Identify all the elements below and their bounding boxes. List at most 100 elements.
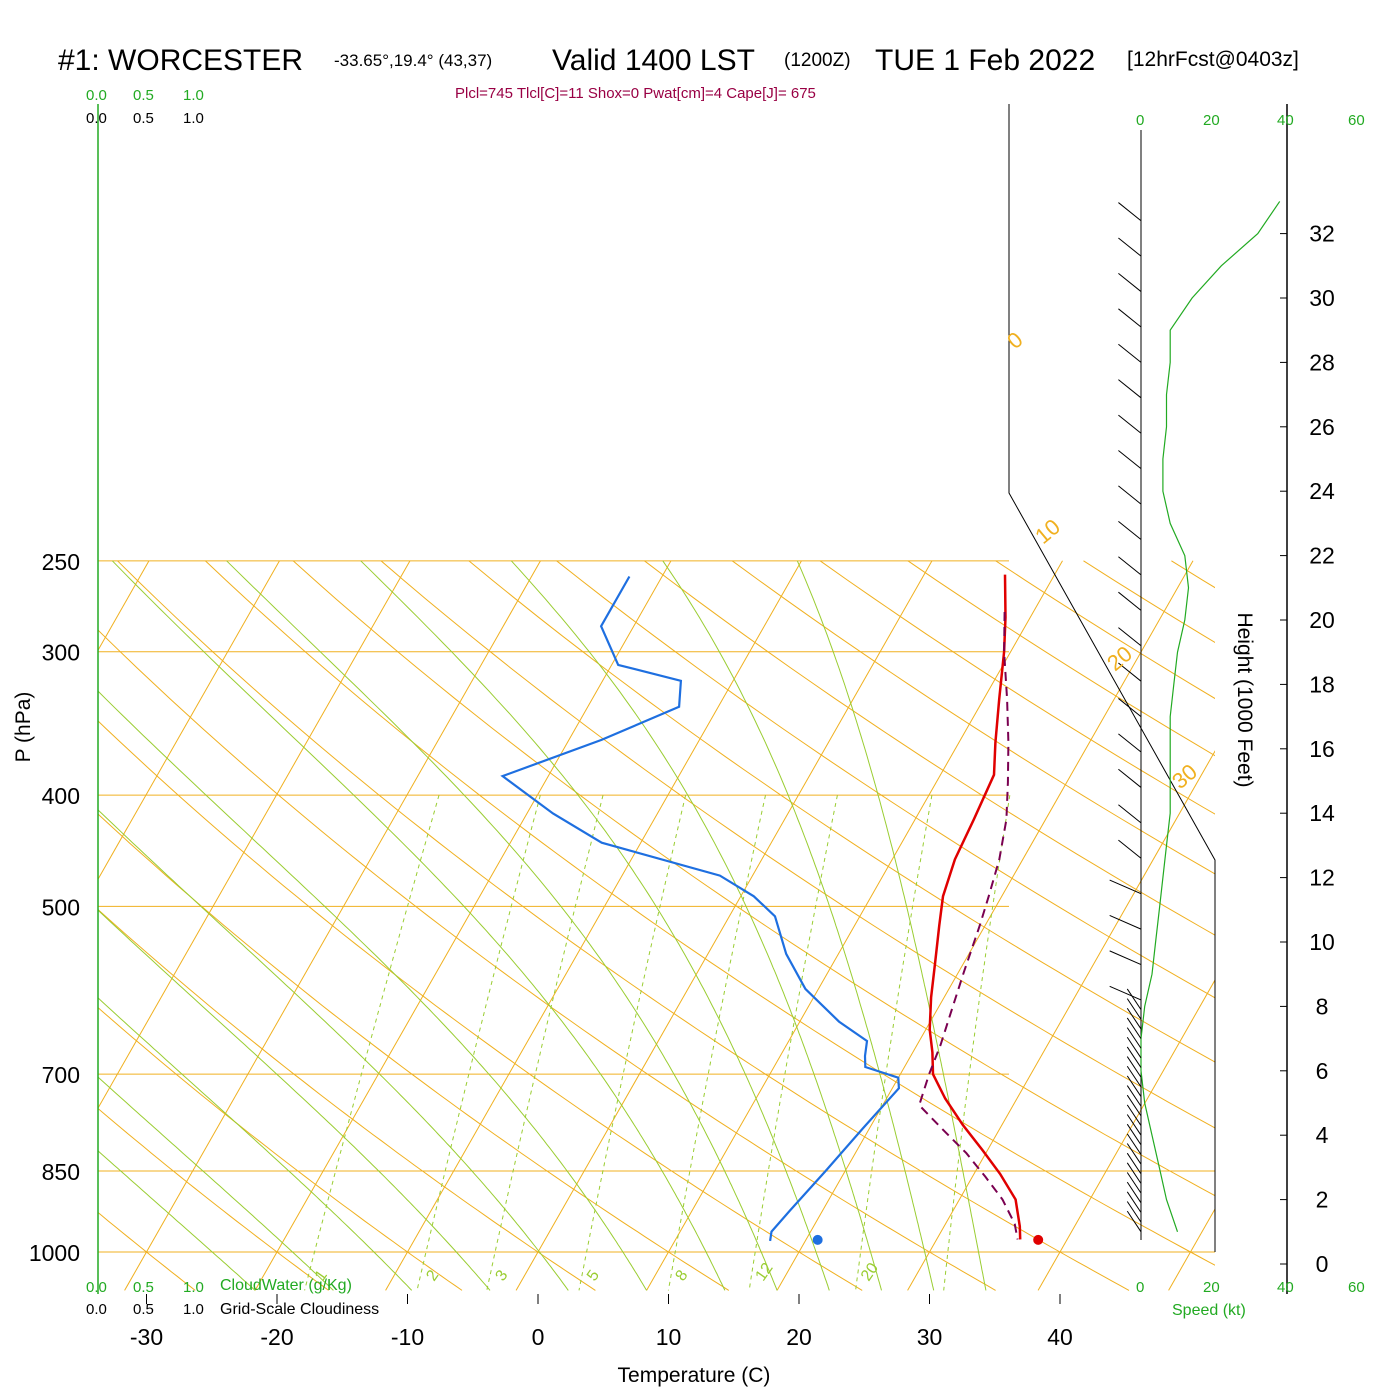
wind-barb — [1118, 698, 1142, 717]
temperature-tick-label: 20 — [786, 1324, 812, 1350]
speed-tick-bottom-2: 40 — [1277, 1279, 1294, 1296]
wind-barb — [1118, 627, 1142, 647]
mixing-ratio-line — [304, 795, 440, 1291]
cloudiness-label: Grid-Scale Cloudiness — [220, 1301, 379, 1318]
height-tick-label: 30 — [1309, 285, 1335, 311]
top-scale-black: 0.0 0.5 1.0 — [86, 110, 204, 127]
top-scale-green: 0.0 0.5 1.0 — [86, 87, 204, 104]
bottom-green-tick-2: 1.0 — [183, 1279, 204, 1296]
dry-adiabat-line — [556, 560, 1215, 999]
sounding-indices: Plcl=745 Tlcl[C]=11 Shox=0 Pwat[cm]=4 Ca… — [455, 85, 816, 102]
moist-adiabat-line — [98, 909, 491, 1291]
moist-adiabat-line — [662, 560, 935, 1291]
dry-adiabat-line — [1347, 561, 1400, 1291]
thermo-lines — [98, 560, 1400, 1291]
isotherm-line — [1168, 1207, 1215, 1291]
mixing-ratio-label: 3 — [492, 1267, 511, 1284]
bottom-black-tick-2: 1.0 — [183, 1301, 204, 1318]
moist-adiabat-line — [98, 809, 569, 1291]
parcel-profile-line — [918, 611, 1019, 1240]
dry-adiabat-line — [98, 629, 996, 1291]
moist-adiabat-line — [510, 560, 882, 1291]
wind-barb — [1126, 1191, 1142, 1213]
moist-adiabat-line — [98, 1076, 334, 1291]
wind-barb — [1126, 1036, 1142, 1059]
wind-barb — [1126, 1210, 1142, 1233]
moist-adiabat-line — [98, 1150, 256, 1291]
isotherm-line — [515, 560, 933, 1291]
dry-adiabat-line — [731, 560, 1215, 875]
wind-barb — [1126, 1143, 1142, 1165]
wind-barb — [1126, 1181, 1142, 1204]
height-tick-label: 4 — [1316, 1122, 1329, 1148]
dry-adiabat-line — [1171, 560, 1215, 589]
temperature-tick-label: 0 — [532, 1324, 545, 1350]
height-tick-label: 8 — [1316, 993, 1329, 1019]
isotherm-line — [385, 560, 802, 1291]
wind-barb — [1126, 1123, 1142, 1146]
wind-barb — [1118, 450, 1142, 470]
height-tick-label: 14 — [1309, 800, 1335, 826]
isotherm-line — [646, 560, 1063, 1291]
wind-barb — [1126, 1075, 1142, 1097]
moist-adiabat-line — [98, 997, 413, 1291]
speed-axis-label: Speed (kt) — [1172, 1302, 1246, 1319]
wind-barb — [1118, 591, 1142, 611]
dry-adiabat-line — [292, 560, 1215, 1197]
height-tick-label: 0 — [1316, 1251, 1329, 1277]
wind-barb — [1126, 1201, 1142, 1223]
station-coords: -33.65°,19.4° (43,37) — [334, 51, 492, 70]
top-black-tick-0: 0.0 — [86, 110, 107, 127]
moist-adiabat-line — [111, 560, 726, 1291]
top-black-tick-2: 1.0 — [183, 110, 204, 127]
mixing-ratio-line — [748, 795, 838, 1291]
wind-speed-line — [1140, 201, 1281, 1232]
speed-tick-top-2: 40 — [1277, 112, 1294, 129]
dry-adiabat-line — [644, 560, 1215, 936]
wind-barb — [1118, 414, 1142, 434]
valid-time: Valid 1400 LST — [552, 44, 755, 77]
dry-adiabat-line — [98, 1006, 463, 1291]
wind-barb — [1118, 520, 1142, 540]
mixing-ratio-label: 5 — [584, 1267, 603, 1284]
dry-adiabat-label: 10 — [1030, 514, 1065, 549]
height-tick-label: 22 — [1309, 543, 1335, 569]
wind-barb — [1118, 839, 1142, 859]
temperature-tick-label: 30 — [917, 1324, 943, 1350]
plot-right-boundary — [1008, 104, 1216, 1252]
speed-tick-top-3: 60 — [1348, 112, 1365, 129]
station-title: #1: WORCESTER — [58, 44, 303, 77]
dry-adiabat-line — [468, 560, 1215, 1063]
wind-barb — [1126, 1056, 1142, 1078]
wind-barb — [1118, 662, 1142, 682]
moist-adiabat-line — [226, 560, 778, 1291]
temperature-tick-label: -30 — [130, 1324, 163, 1350]
isotherm-line — [776, 560, 1194, 1291]
wind-panel: 0 20 40 60 0 20 40 60 Speed (kt) — [1109, 104, 1365, 1319]
pressure-tick-label: 700 — [42, 1062, 80, 1088]
forecast-run: [12hrFcst@0403z] — [1127, 48, 1299, 71]
speed-tick-bottom-3: 60 — [1348, 1279, 1365, 1296]
mixing-ratio-line — [943, 795, 1011, 1291]
surface-temperature-marker — [1033, 1234, 1044, 1245]
height-tick-label: 26 — [1309, 414, 1335, 440]
dry-adiabat-line — [98, 908, 596, 1291]
wind-barb — [1118, 485, 1142, 505]
dry-adiabat-line — [819, 560, 1215, 815]
speed-tick-top-1: 20 — [1203, 112, 1220, 129]
temperature-tick-label: -20 — [260, 1324, 293, 1350]
moist-adiabat-line — [796, 560, 987, 1291]
wind-barb — [1126, 1104, 1142, 1126]
wind-barb — [1126, 1162, 1142, 1184]
dry-adiabat-line — [98, 813, 730, 1291]
wind-barb — [1118, 379, 1142, 399]
bottom-black-tick-0: 0.0 — [86, 1301, 107, 1318]
height-axis-title: Height (1000 Feet) — [1233, 612, 1256, 787]
wind-barb — [1118, 343, 1142, 363]
forecast-date: TUE 1 Feb 2022 — [875, 44, 1095, 77]
wind-barb — [1126, 1065, 1142, 1088]
moist-adiabat-line — [360, 560, 830, 1291]
wind-barb — [1118, 308, 1142, 328]
mixing-ratio-label: 8 — [673, 1267, 692, 1284]
